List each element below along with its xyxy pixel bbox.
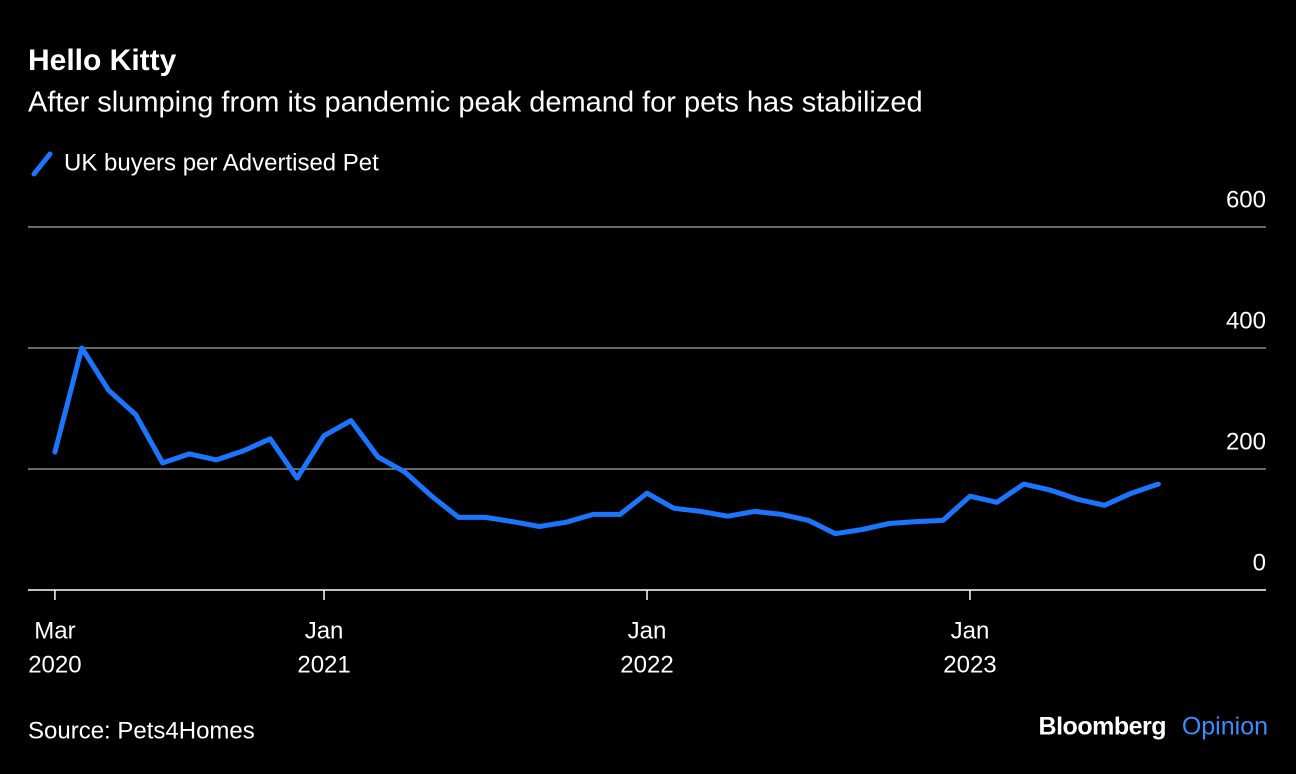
source: Source: Pets4Homes <box>28 717 255 744</box>
brand-opinion: Opinion <box>1182 713 1268 741</box>
legend-label: UK buyers per Advertised Pet <box>64 149 379 176</box>
x-tick-label: 2020 <box>28 651 81 678</box>
brand: Bloomberg <box>1039 713 1166 741</box>
legend-swatch <box>31 151 53 177</box>
x-tick-label: 2021 <box>297 651 350 678</box>
x-tick-label: Jan <box>628 617 667 644</box>
x-tick-label: 2023 <box>943 651 996 678</box>
y-tick-label: 600 <box>1226 186 1266 213</box>
line-series <box>52 345 1161 537</box>
y-tick-label: 400 <box>1226 307 1266 334</box>
x-tick-label: Mar <box>34 617 75 644</box>
chart-subtitle: After slumping from its pandemic peak de… <box>28 87 923 119</box>
y-tick-label: 200 <box>1226 428 1266 455</box>
chart-title: Hello Kitty <box>28 44 177 77</box>
x-tick-label: Jan <box>951 617 990 644</box>
x-tick-label: Jan <box>305 617 344 644</box>
x-tick-label: 2022 <box>620 651 673 678</box>
y-tick-label: 0 <box>1253 549 1266 576</box>
